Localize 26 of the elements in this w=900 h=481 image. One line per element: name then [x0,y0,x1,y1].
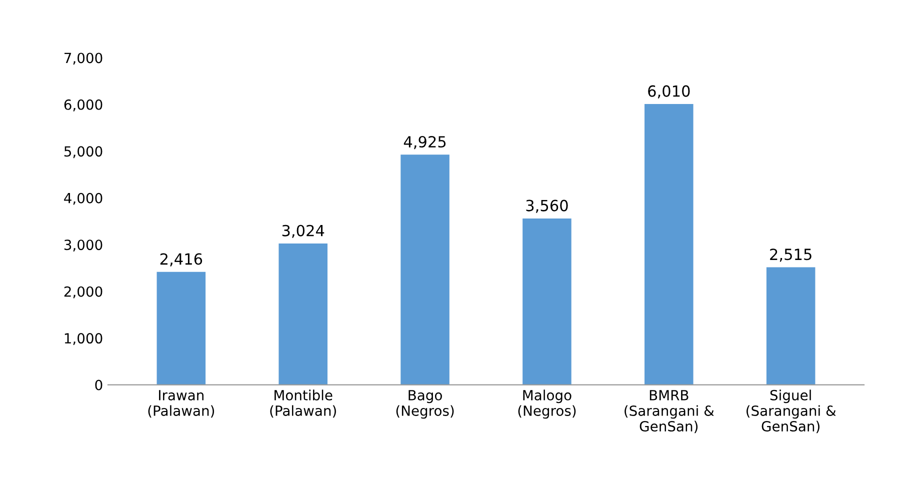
data-label: 3,560 [526,200,568,213]
y-tick-label: 4,000 [64,192,102,205]
y-tick-label: 2,000 [64,286,102,298]
x-tick-label: BMRB (Sarangani & GenSan) [624,390,714,434]
x-tick-label: Malogo (Negros) [518,390,576,419]
y-tick-label: 5,000 [64,146,102,158]
y-tick-label: 1,000 [64,333,102,345]
data-label: 2,416 [160,253,202,266]
x-tick-label: Irawan (Palawan) [148,390,214,418]
bar [400,154,450,385]
y-tick-label: 7,000 [64,52,102,65]
x-tick-label: Siguel (Sarangani & GenSan) [746,390,836,434]
y-tick-label: 6,000 [64,99,102,112]
x-tick-label: Montible (Palawan) [270,390,336,418]
bar [156,272,206,385]
bar [278,244,328,385]
bar [644,104,694,385]
data-label: 4,925 [404,136,446,150]
x-tick-label: Bago (Negros) [396,390,454,419]
bar [766,267,816,385]
data-label: 6,010 [648,85,690,98]
data-label: 2,515 [770,248,812,262]
data-label: 3,024 [282,224,324,238]
y-tick-label: 0 [95,380,102,390]
y-tick-label: 3,000 [64,240,102,252]
bar [522,218,572,385]
